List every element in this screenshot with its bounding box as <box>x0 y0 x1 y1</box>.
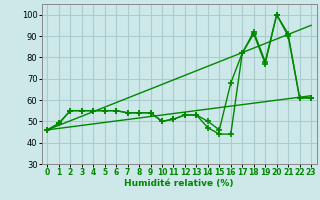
X-axis label: Humidité relative (%): Humidité relative (%) <box>124 179 234 188</box>
